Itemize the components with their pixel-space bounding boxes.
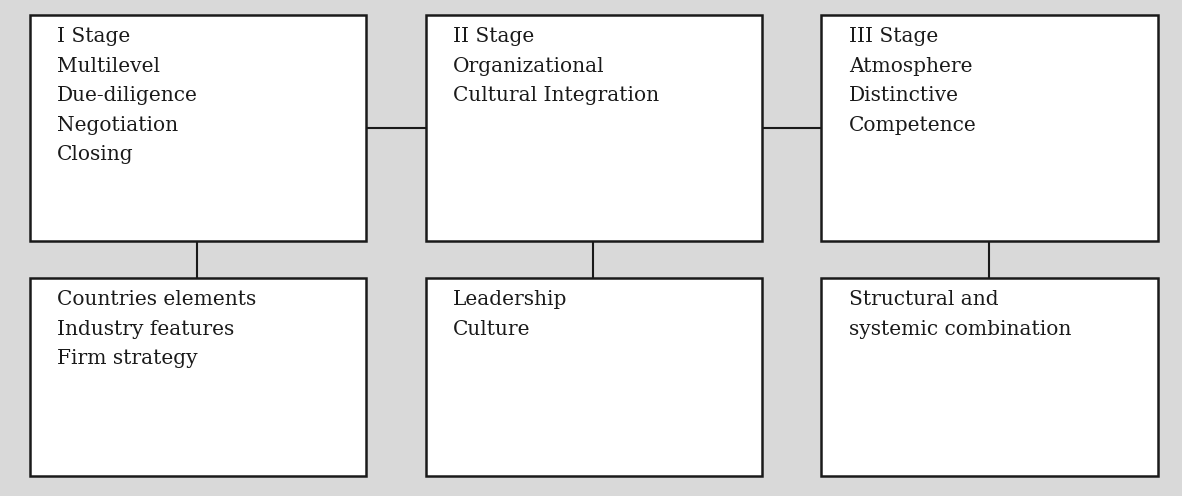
FancyBboxPatch shape (821, 15, 1158, 241)
FancyBboxPatch shape (30, 278, 366, 476)
FancyBboxPatch shape (30, 15, 366, 241)
Text: I Stage
Multilevel
Due-diligence
Negotiation
Closing: I Stage Multilevel Due-diligence Negotia… (57, 27, 197, 164)
FancyBboxPatch shape (821, 278, 1158, 476)
Text: Leadership
Culture: Leadership Culture (453, 290, 567, 339)
Text: II Stage
Organizational
Cultural Integration: II Stage Organizational Cultural Integra… (453, 27, 658, 105)
Text: Structural and
systemic combination: Structural and systemic combination (849, 290, 1071, 339)
Text: Countries elements
Industry features
Firm strategy: Countries elements Industry features Fir… (57, 290, 256, 368)
FancyBboxPatch shape (426, 15, 762, 241)
Text: III Stage
Atmosphere
Distinctive
Competence: III Stage Atmosphere Distinctive Compete… (849, 27, 976, 135)
FancyBboxPatch shape (426, 278, 762, 476)
